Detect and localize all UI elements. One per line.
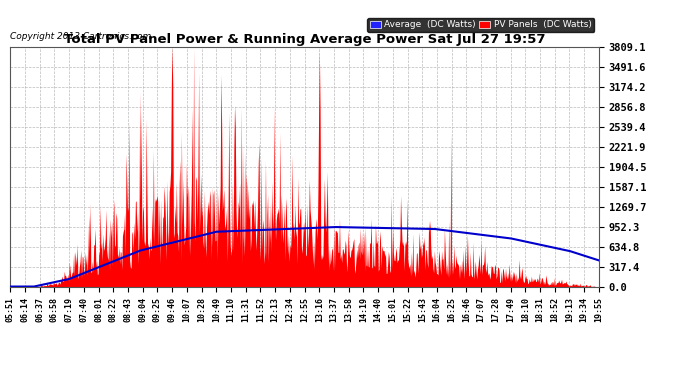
Title: Total PV Panel Power & Running Average Power Sat Jul 27 19:57: Total PV Panel Power & Running Average P…: [64, 33, 545, 46]
Text: Copyright 2013 Cartronics.com: Copyright 2013 Cartronics.com: [10, 32, 152, 41]
Legend: Average  (DC Watts), PV Panels  (DC Watts): Average (DC Watts), PV Panels (DC Watts): [367, 18, 594, 32]
